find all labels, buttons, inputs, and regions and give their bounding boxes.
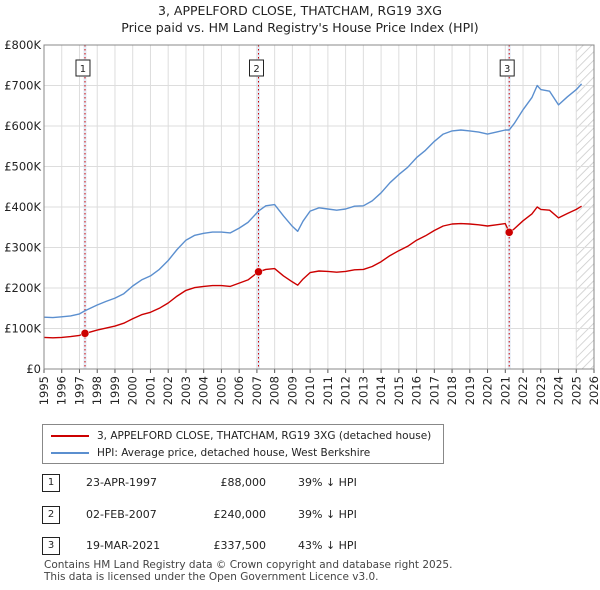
x-tick-label: 2019 — [463, 376, 477, 405]
sale-price: £88,000 — [220, 476, 267, 489]
axes: £0 £100K £200K £300K £400K £500K £600K £700K £80… — [4, 38, 600, 405]
sale-date: 02-FEB-2007 — [86, 508, 157, 521]
sale-number: 1 — [42, 474, 60, 492]
x-tick-label: 2007 — [250, 376, 264, 405]
x-tick-label: 2014 — [374, 376, 388, 405]
property-line — [43, 205, 582, 339]
chart-subtitle: Price paid vs. HM Land Registry's House … — [121, 20, 479, 35]
y-tick-label: £100K — [4, 322, 41, 336]
x-tick-label: 2009 — [285, 376, 299, 405]
x-tick-label: 2026 — [587, 376, 600, 405]
sale-band — [83, 45, 87, 369]
x-tick-label: 2017 — [427, 376, 441, 405]
x-tick-label: 2008 — [268, 376, 282, 405]
x-tick-label: 2022 — [516, 376, 530, 405]
y-tick-label: £600K — [4, 119, 41, 133]
footer-licence: This data is licensed under the Open Gov… — [44, 571, 379, 583]
x-tick-label: 2001 — [143, 376, 157, 405]
series — [43, 83, 583, 339]
x-tick-label: 2002 — [161, 376, 175, 405]
x-tick-label: 2021 — [498, 376, 512, 405]
y-tick-label: £500K — [4, 160, 41, 174]
grid — [43, 44, 595, 370]
x-tick-label: 2013 — [356, 376, 370, 405]
x-tick-label: 1996 — [55, 376, 69, 405]
x-tick-label: 2003 — [179, 376, 193, 405]
legend-item-property: 3, APPELFORD CLOSE, THATCHAM, RG19 3XG (… — [51, 428, 431, 444]
sale-label-box — [249, 59, 264, 77]
sale-label-box — [499, 59, 515, 77]
legend-swatch-hpi — [51, 452, 89, 454]
sale-bands — [83, 45, 511, 369]
x-tick-label: 2004 — [197, 376, 211, 405]
legend: 3, APPELFORD CLOSE, THATCHAM, RG19 3XG (… — [42, 424, 444, 464]
x-tick-label: 2020 — [481, 376, 495, 405]
sale-label: 1 — [80, 64, 86, 75]
legend-swatch-property — [51, 435, 89, 437]
footer: Contains HM Land Registry data © Crown c… — [44, 559, 452, 583]
y-tick-label: £700K — [4, 79, 41, 93]
legend-label-property: 3, APPELFORD CLOSE, THATCHAM, RG19 3XG (… — [97, 430, 432, 442]
x-tick-label: 1999 — [108, 376, 122, 405]
sale-number: 2 — [42, 506, 60, 524]
sale-markers: 1 2 3 — [75, 59, 515, 338]
sale-date: 23-APR-1997 — [86, 476, 158, 489]
x-tick-label: 2023 — [534, 376, 548, 405]
legend-item-hpi: HPI: Average price, detached house, West… — [51, 445, 370, 461]
y-tick-label: £200K — [4, 281, 41, 295]
sale-point — [254, 267, 263, 277]
x-tick-label: 2005 — [214, 376, 228, 405]
x-tick-label: 2012 — [339, 376, 353, 405]
chart-title: 3, APPELFORD CLOSE, THATCHAM, RG19 3XG — [158, 3, 442, 18]
y-tick-label: £0 — [26, 362, 41, 376]
x-tick-label: 2025 — [569, 376, 583, 405]
x-tick-label: 2010 — [303, 376, 317, 405]
sale-point — [80, 329, 90, 338]
sale-band — [257, 45, 260, 369]
hpi-line — [43, 83, 583, 319]
legend-label-hpi: HPI: Average price, detached house, West… — [97, 447, 371, 459]
plot-border — [43, 44, 595, 370]
x-tick-label: 2016 — [410, 376, 424, 405]
x-tick-label: 2015 — [392, 376, 406, 405]
sale-label-box — [75, 59, 91, 77]
x-tick-label: 2024 — [552, 376, 566, 405]
sale-hpi-diff: 39% ↓ HPI — [298, 476, 357, 489]
sale-label: 3 — [504, 64, 510, 75]
x-tick-label: 2018 — [445, 376, 459, 405]
price-chart: 1 2 3 £0 £100K £200K £300K £400K £500K £600K £700… — [4, 38, 600, 405]
x-tick-label: 2000 — [126, 376, 140, 405]
sale-number: 3 — [42, 537, 60, 555]
x-tick-label: 2006 — [232, 376, 246, 405]
footer-copyright: Contains HM Land Registry data © Crown c… — [44, 559, 453, 571]
x-tick-label: 1998 — [90, 376, 104, 405]
sale-point — [504, 228, 514, 237]
x-tick-label: 1997 — [72, 376, 86, 405]
sale-band — [507, 45, 511, 369]
sale-hpi-diff: 39% ↓ HPI — [298, 508, 357, 521]
x-tick-label: 2011 — [321, 376, 335, 405]
y-tick-label: £800K — [4, 38, 41, 52]
x-tick-label: 1995 — [37, 376, 51, 405]
sale-hpi-diff: 43% ↓ HPI — [298, 539, 357, 552]
y-tick-label: £400K — [4, 200, 41, 214]
sale-label: 2 — [253, 64, 259, 75]
sale-price: £337,500 — [213, 539, 267, 552]
y-tick-label: £300K — [4, 241, 41, 255]
sale-price: £240,000 — [213, 508, 267, 521]
sale-date: 19-MAR-2021 — [86, 539, 161, 552]
